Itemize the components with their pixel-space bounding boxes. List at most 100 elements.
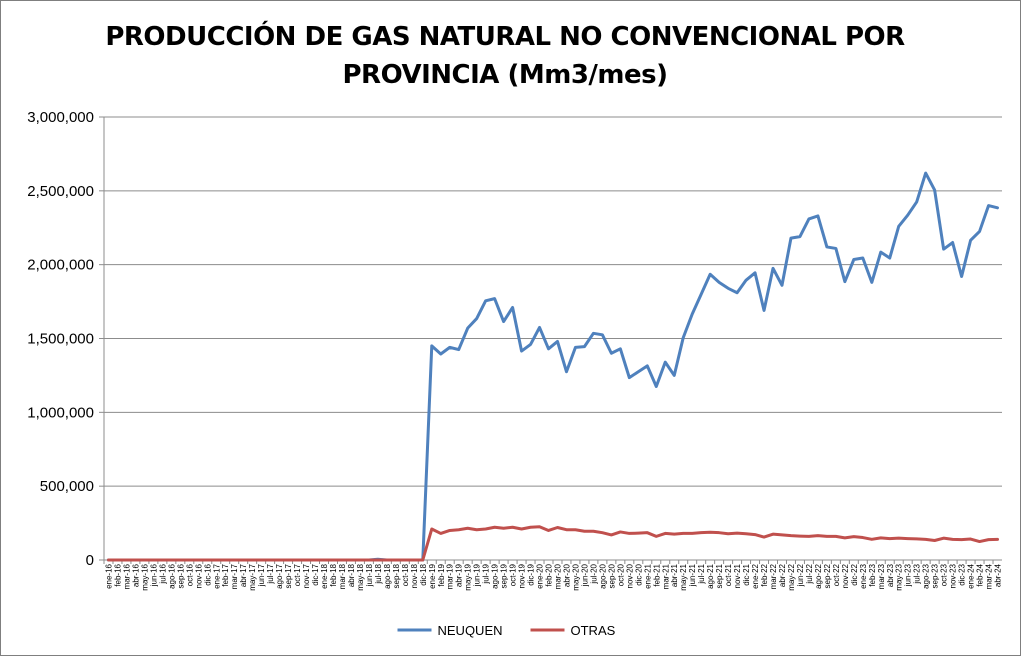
x-tick-label: mar-20 — [553, 563, 562, 589]
y-tick-label: 2,500,000 — [27, 183, 94, 200]
x-tick-label: feb-21 — [652, 563, 661, 586]
x-tick-label: feb-20 — [545, 563, 554, 586]
x-tick-label: abr-18 — [347, 563, 356, 587]
x-tick-label: nov-19 — [518, 563, 527, 588]
x-tick-label: oct-17 — [293, 563, 302, 586]
x-tick-label: ene-20 — [536, 563, 545, 588]
x-tick-label: ene-22 — [751, 563, 760, 588]
y-tick-label: 1,500,000 — [27, 331, 94, 348]
x-tick-label: jul-19 — [482, 563, 491, 584]
x-tick-label: jul-22 — [805, 563, 814, 584]
x-tick-label: nov-20 — [625, 563, 634, 588]
x-tick-label: may-23 — [895, 563, 904, 590]
x-tick-label: nov-18 — [410, 563, 419, 588]
x-tick-label: dic-19 — [527, 563, 536, 585]
legend-label-neuquen: NEUQUEN — [438, 623, 503, 638]
x-tick-label: oct-18 — [401, 563, 410, 586]
x-tick-label: oct-20 — [616, 563, 625, 586]
x-tick-label: mar-22 — [769, 563, 778, 589]
x-tick-label: nov-21 — [733, 563, 742, 588]
x-tick-label: mar-17 — [230, 563, 239, 589]
x-tick-label: jul-18 — [374, 563, 383, 584]
x-tick-label: feb-19 — [437, 563, 446, 586]
x-tick-label: nov-22 — [841, 563, 850, 588]
x-tick-label: feb-24 — [976, 563, 985, 586]
x-tick-label: sep-22 — [823, 563, 832, 588]
x-tick-label: ago-22 — [814, 563, 823, 588]
x-tick-label: jun-16 — [149, 563, 158, 587]
x-tick-label: abr-16 — [131, 563, 140, 587]
x-tick-label: may-17 — [248, 563, 257, 590]
x-tick-label: may-21 — [679, 563, 688, 590]
y-tick-label: 500,000 — [40, 478, 94, 495]
x-tick-label: jul-17 — [266, 563, 275, 584]
x-tick-label: abr-17 — [239, 563, 248, 587]
y-tick-label: 0 — [86, 552, 94, 569]
x-tick-label: ene-19 — [428, 563, 437, 588]
x-tick-label: jun-20 — [580, 563, 589, 587]
x-tick-label: dic-21 — [742, 563, 751, 585]
series-line-otras — [106, 525, 1000, 562]
x-tick-label: jul-16 — [158, 563, 167, 584]
x-tick-label: ago-17 — [275, 563, 284, 588]
y-tick-label: 1,000,000 — [27, 404, 94, 421]
x-tick-label: may-16 — [140, 563, 149, 590]
x-tick-label: jun-17 — [257, 563, 266, 587]
series-line-neuquen — [106, 171, 1000, 562]
x-tick-label: nov-23 — [949, 563, 958, 588]
x-tick-label: jul-23 — [913, 563, 922, 584]
x-tick-label: abr-20 — [562, 563, 571, 587]
x-tick-label: ene-24 — [967, 563, 976, 588]
x-tick-label: feb-22 — [760, 563, 769, 586]
x-tick-label: sep-23 — [931, 563, 940, 588]
legend: NEUQUEN OTRAS — [397, 623, 616, 638]
x-tick-label: dic-23 — [958, 563, 967, 585]
x-tick-label: may-20 — [571, 563, 580, 590]
x-tick-label: oct-23 — [940, 563, 949, 586]
x-tick-label: oct-22 — [832, 563, 841, 586]
y-tick-label: 3,000,000 — [27, 109, 94, 126]
x-tick-label: sep-19 — [500, 563, 509, 588]
x-tick-label: abr-22 — [778, 563, 787, 587]
x-tick-label: may-18 — [356, 563, 365, 590]
y-tick-label: 2,000,000 — [27, 257, 94, 274]
x-tick-label: nov-16 — [194, 563, 203, 588]
legend-label-otras: OTRAS — [571, 623, 616, 638]
x-tick-label: feb-17 — [221, 563, 230, 586]
x-tick-label: ago-19 — [491, 563, 500, 588]
x-tick-label: feb-18 — [329, 563, 338, 586]
x-tick-label: jun-22 — [796, 563, 805, 587]
x-tick-label: abr-21 — [670, 563, 679, 587]
x-tick-label: may-22 — [787, 563, 796, 590]
x-tick-label: mar-18 — [338, 563, 347, 589]
x-tick-label: jun-19 — [473, 563, 482, 587]
x-tick-label: ago-20 — [598, 563, 607, 588]
x-tick-label: jun-18 — [365, 563, 374, 587]
x-tick-label: abr-23 — [886, 563, 895, 587]
x-tick-label: mar-19 — [446, 563, 455, 589]
x-tick-label: feb-23 — [868, 563, 877, 586]
x-tick-label: ene-17 — [212, 563, 221, 588]
x-tick-label: jun-23 — [904, 563, 913, 587]
x-tick-label: oct-16 — [185, 563, 194, 586]
x-tick-label: ene-16 — [104, 563, 113, 588]
gridlines — [104, 116, 1002, 487]
chart-title: PRODUCCIÓN DE GAS NATURAL NO CONVENCIONA… — [105, 22, 905, 90]
x-tick-label: may-19 — [464, 563, 473, 590]
axes: 0 500,000 1,000,000 1,500,000 2,000,000 2,500… — [27, 109, 1002, 591]
x-tick-label: dic-18 — [419, 563, 428, 585]
x-tick-label: mar-21 — [661, 563, 670, 589]
x-tick-label: abr-19 — [455, 563, 464, 587]
x-tick-label: ago-16 — [167, 563, 176, 588]
x-tick-label: mar-16 — [122, 563, 131, 589]
x-tick-label: sep-16 — [176, 563, 185, 588]
x-tick-label: dic-16 — [203, 563, 212, 585]
x-tick-label: jul-21 — [697, 563, 706, 584]
x-tick-label: nov-17 — [302, 563, 311, 588]
x-tick-label: jun-21 — [688, 563, 697, 587]
x-tick-label: jul-20 — [589, 563, 598, 584]
x-tick-label: oct-21 — [724, 563, 733, 586]
x-tick-label: oct-19 — [509, 563, 518, 586]
